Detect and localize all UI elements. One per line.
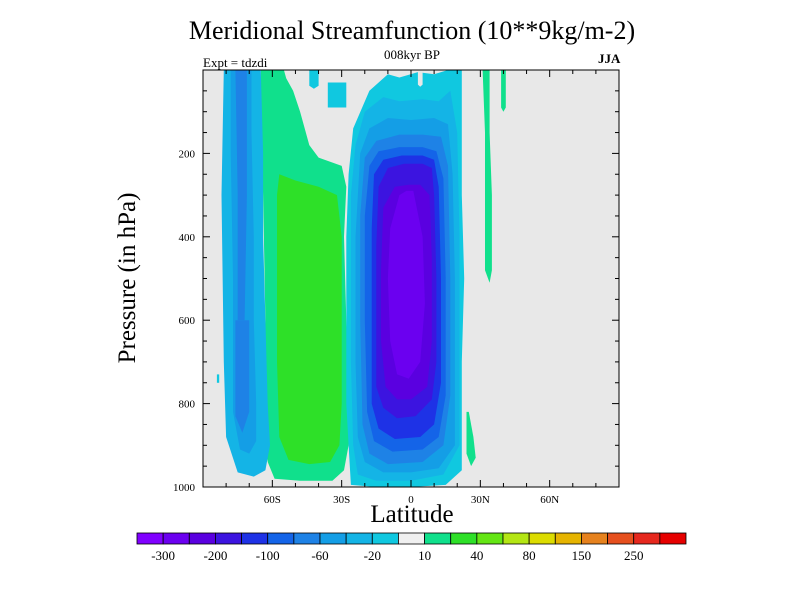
colorbar-swatch: [450, 532, 478, 545]
colorbar-swatch: [188, 532, 216, 545]
contour-region-sh-polar-lower-core: [235, 320, 250, 433]
contour-region-nh-upper-cell-a: [482, 70, 492, 283]
colorbar-swatch: [659, 532, 687, 545]
contour-region-hadley-top-notch: [417, 70, 423, 87]
colorbar-label: -300: [151, 548, 175, 563]
colorbar-swatch: [267, 532, 295, 545]
colorbar-swatch: [241, 532, 269, 545]
x-axis-label: Latitude: [370, 501, 454, 528]
colorbar-label: -60: [311, 548, 328, 563]
colorbar-swatch: [528, 532, 556, 545]
colorbar-label: 80: [523, 548, 536, 563]
colorbar-swatch: [162, 532, 190, 545]
colorbar-swatch: [398, 532, 425, 545]
contour-region-upper-blob-1: [309, 70, 319, 89]
contour-region-nh-upper-cell-b: [501, 70, 506, 112]
colorbar-label: 10: [418, 548, 431, 563]
colorbar-label: -100: [256, 548, 280, 563]
colorbar-swatch: [371, 532, 399, 545]
colorbar-swatch: [607, 532, 635, 545]
colorbar: -300 -200 -100 -60 -20 10 40 80 150 250: [136, 532, 687, 563]
x-tick-label: 30S: [333, 494, 350, 506]
contour-region-hadley-250: [387, 190, 425, 379]
contour-region-sh-polar-core: [235, 70, 247, 321]
colorbar-label: 150: [572, 548, 592, 563]
colorbar-swatch: [215, 532, 242, 545]
colorbar-label: -20: [364, 548, 381, 563]
colorbar-swatch: [581, 532, 608, 545]
chart-subtitle: 008kyr BP: [384, 47, 440, 62]
plot-area: [203, 70, 619, 487]
colorbar-swatch: [502, 532, 530, 545]
y-tick-label: 800: [179, 399, 196, 411]
colorbar-label: -200: [204, 548, 228, 563]
colorbar-swatch: [633, 532, 661, 545]
y-tick-label: 200: [179, 148, 196, 160]
colorbar-label: 40: [470, 548, 483, 563]
colorbar-swatch: [293, 532, 321, 545]
contour-region-sh-edge-speck: [216, 374, 220, 383]
colorbar-swatch: [554, 532, 582, 545]
contour-region-nh-surface-cell: [466, 411, 476, 467]
contour-region-upper-blob-2: [327, 82, 347, 108]
contour-region-sh-main-cell: [277, 174, 342, 465]
y-tick-label: 400: [179, 232, 196, 244]
season-label: JJA: [598, 51, 621, 66]
experiment-label: Expt = tdzdi: [203, 55, 268, 70]
x-tick-label: 60S: [264, 494, 281, 506]
colorbar-swatch: [476, 532, 504, 545]
colorbar-swatch: [136, 532, 164, 545]
x-tick-label: 60N: [540, 494, 559, 506]
colorbar-swatch: [424, 532, 452, 545]
x-tick-label: 0: [408, 494, 414, 506]
y-tick-label: 1000: [173, 482, 196, 494]
chart-title: Meridional Streamfunction (10**9kg/m-2): [188, 16, 636, 45]
colorbar-swatch: [345, 532, 373, 545]
y-tick-label: 600: [179, 315, 196, 327]
colorbar-swatch: [319, 532, 347, 545]
axes: 60S 30S 0 30N 60N 200 400 600 800 1000: [173, 69, 620, 506]
x-tick-label: 30N: [471, 494, 490, 506]
colorbar-label: 250: [624, 548, 644, 563]
